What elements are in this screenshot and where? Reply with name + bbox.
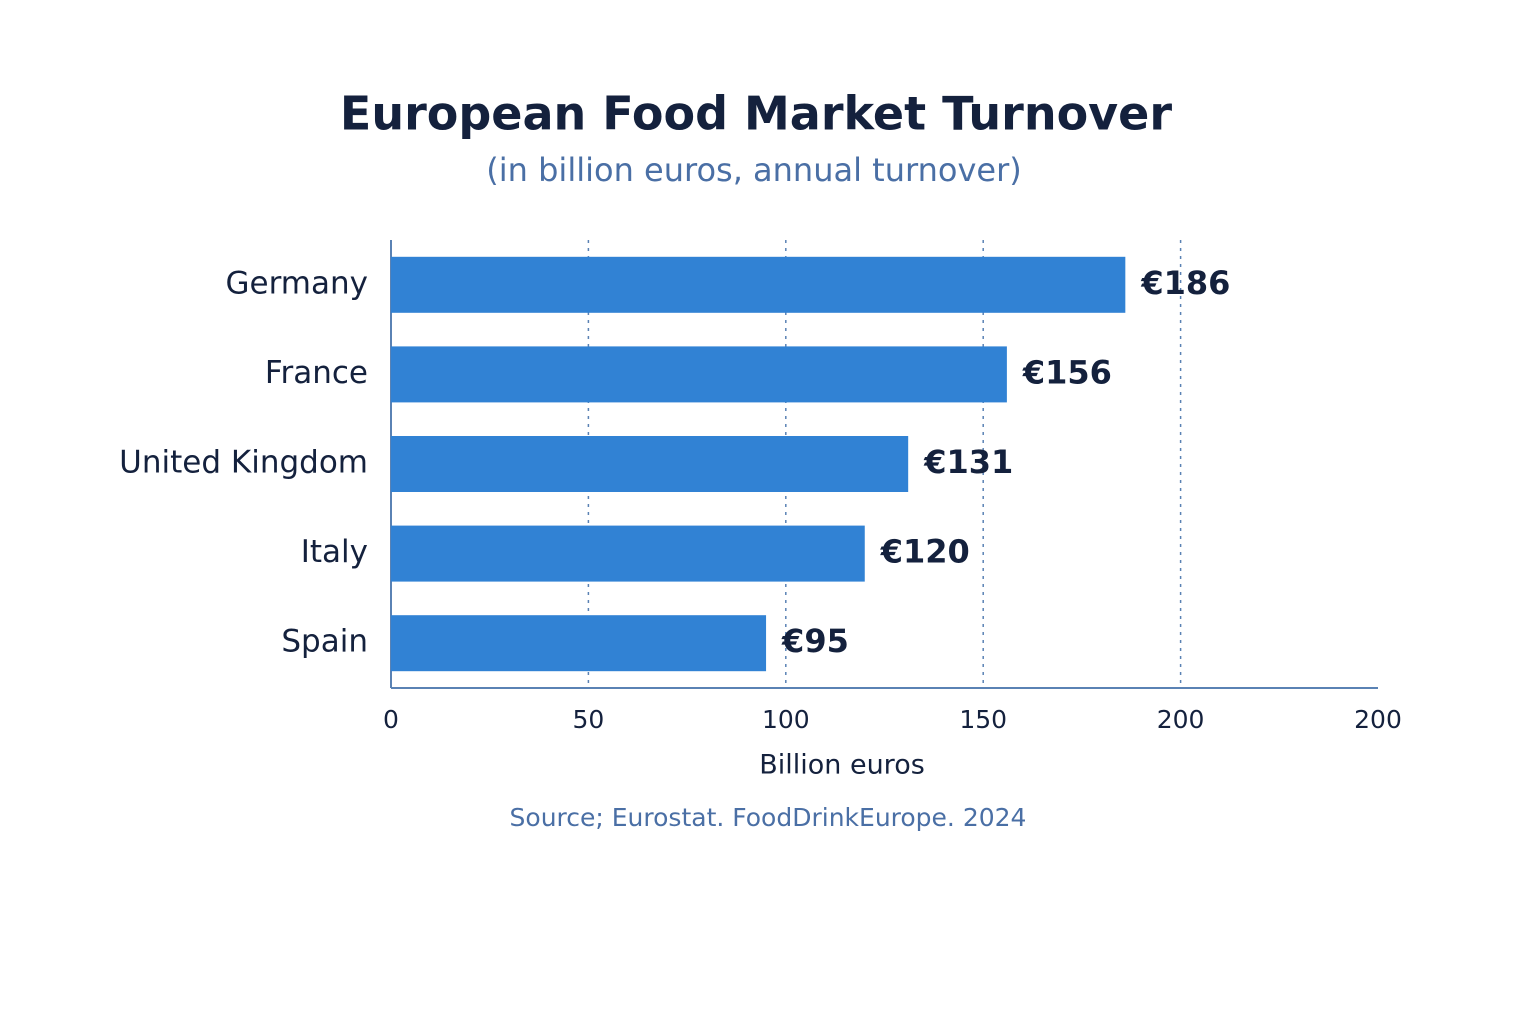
x-tick-label: 50 xyxy=(572,705,604,734)
bar xyxy=(391,436,909,492)
y-tick-label: Germany xyxy=(226,265,368,301)
x-tick-label: 0 xyxy=(383,705,399,734)
bar xyxy=(391,525,865,582)
x-tick-label: 150 xyxy=(959,705,1007,734)
source-note: Source; Eurostat. FoodDrinkEurope. 2024 xyxy=(510,803,1027,832)
y-tick-label: United Kingdom xyxy=(119,445,368,481)
y-tick-label: France xyxy=(265,355,368,391)
x-tick-label: 200 xyxy=(1354,705,1402,734)
bar xyxy=(391,256,1126,313)
x-tick-label: 100 xyxy=(762,705,810,734)
value-label: €95 xyxy=(781,622,849,660)
x-tick-label: 200 xyxy=(1157,705,1205,734)
y-tick-label: Italy xyxy=(301,534,368,570)
value-label: €156 xyxy=(1022,353,1112,391)
value-label: €120 xyxy=(880,533,970,571)
value-label: €186 xyxy=(1140,264,1230,302)
chart-subtitle: (in billion euros, annual turnover) xyxy=(486,151,1021,189)
bar xyxy=(391,615,767,672)
y-tick-label: Spain xyxy=(281,624,368,660)
value-label: €131 xyxy=(923,443,1013,481)
x-axis-label: Billion euros xyxy=(759,750,925,781)
chart-title: European Food Market Turnover xyxy=(340,87,1172,141)
bar xyxy=(391,346,1007,403)
